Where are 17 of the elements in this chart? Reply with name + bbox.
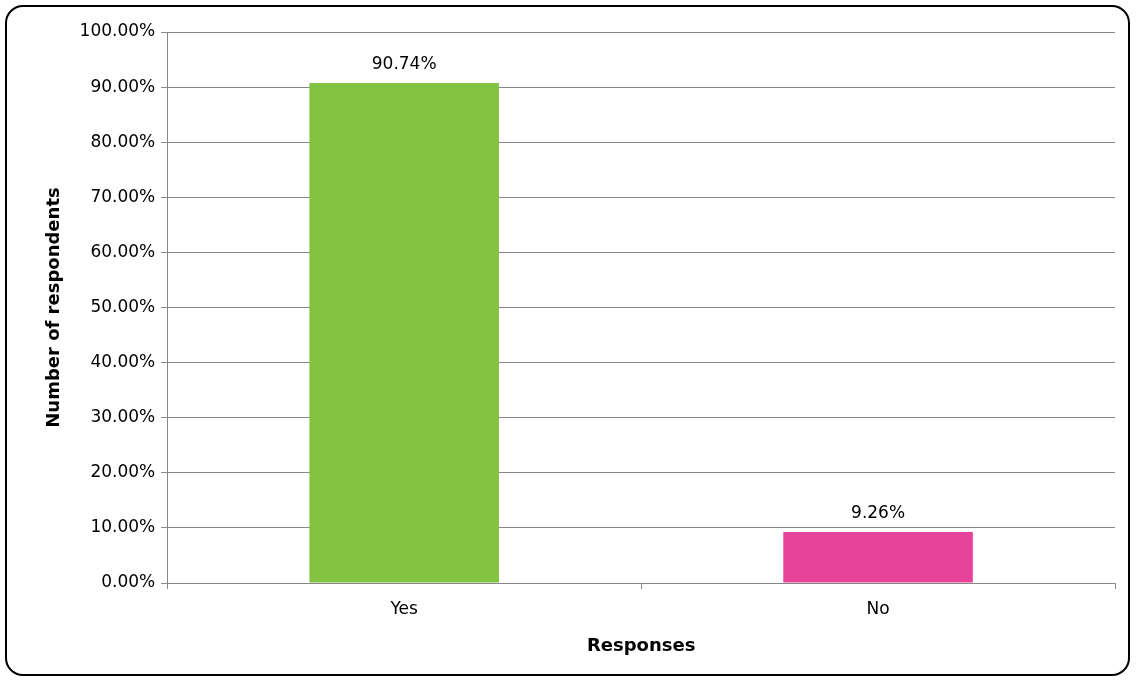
x-tick-label: No [866, 597, 890, 618]
y-tick-label: 50.00% [90, 295, 156, 316]
y-tick-label: 30.00% [90, 406, 156, 427]
data-label: 90.74% [371, 52, 437, 73]
y-tick-label: 0.00% [101, 571, 156, 592]
y-tick-label: 40.00% [90, 351, 156, 372]
y-tick-label: 60.00% [90, 240, 156, 261]
y-tick-label: 70.00% [90, 185, 156, 206]
y-tick-label: 20.00% [90, 461, 156, 482]
y-tick-label: 100.00% [79, 20, 156, 41]
x-axis-title: Responses [586, 633, 696, 655]
y-tick-label: 80.00% [90, 130, 156, 151]
y-tick-label: 90.00% [90, 75, 156, 96]
y-axis-title: Number of respondents [42, 187, 64, 428]
x-tick-label: Yes [389, 597, 419, 618]
data-label: 9.26% [851, 501, 906, 522]
y-tick-label: 10.00% [90, 516, 156, 537]
